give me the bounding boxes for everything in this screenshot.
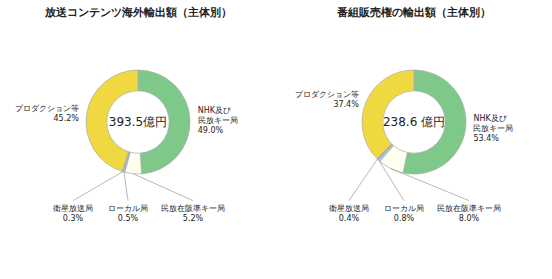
slice-label: ローカル局 (384, 204, 424, 213)
slice-label: プロダクション等 (15, 104, 79, 113)
slice-label: NHK及び (198, 106, 232, 115)
slice-label: 衛星放送局 (53, 204, 93, 213)
slice-label: 5.2% (183, 214, 204, 223)
leader-line (391, 168, 469, 200)
leader-line (379, 160, 404, 200)
slice-label: 49.0% (198, 126, 224, 135)
slice-label: 0.5% (118, 214, 139, 223)
chart-title: 放送コンテンツ海外輸出額（主体別） (44, 6, 232, 19)
slice-label: 民放キー局 (473, 124, 513, 133)
leader-line (124, 172, 128, 201)
slice-label: 45.2% (53, 114, 79, 123)
slice-label: 民放在阪準キー局 (437, 204, 501, 213)
leader-line (73, 172, 123, 201)
slice-label: 民放在阪準キー局 (161, 204, 225, 213)
slice-label: 0.3% (63, 214, 84, 223)
chart-title: 番組販売権の輸出額（主体別） (336, 6, 491, 19)
center-text: 238.6 億円 (383, 115, 445, 129)
center-text: 393.5億円 (109, 115, 167, 129)
donut-panel: 放送コンテンツ海外輸出額（主体別） 393.5億円 NHK及び民放キー局49.0% プ… (15, 6, 238, 223)
slice-label: 民放キー局 (198, 116, 238, 125)
figure: 放送コンテンツ海外輸出額（主体別）393.5億円NHK及び民放キー局49.0%プ… (0, 0, 552, 279)
slice-label: プロダクション等 (295, 90, 359, 99)
slice-label: ローカル局 (108, 204, 148, 213)
slice-label: 37.4% (333, 100, 359, 109)
slice-label: 8.0% (459, 214, 480, 223)
donut-panel: 番組販売権の輸出額（主体別） 238.6 億円 NHK及び民放キー局53.4% プロダ… (295, 6, 514, 223)
slice-label: 53.4% (473, 134, 499, 143)
slice-label: 0.4% (339, 214, 360, 223)
leader-line (349, 159, 377, 201)
leader-line (133, 174, 193, 201)
slice-label: 0.8% (394, 214, 415, 223)
slice-label: NHK及び (473, 114, 507, 123)
slice-label: 衛星放送局 (329, 204, 369, 213)
